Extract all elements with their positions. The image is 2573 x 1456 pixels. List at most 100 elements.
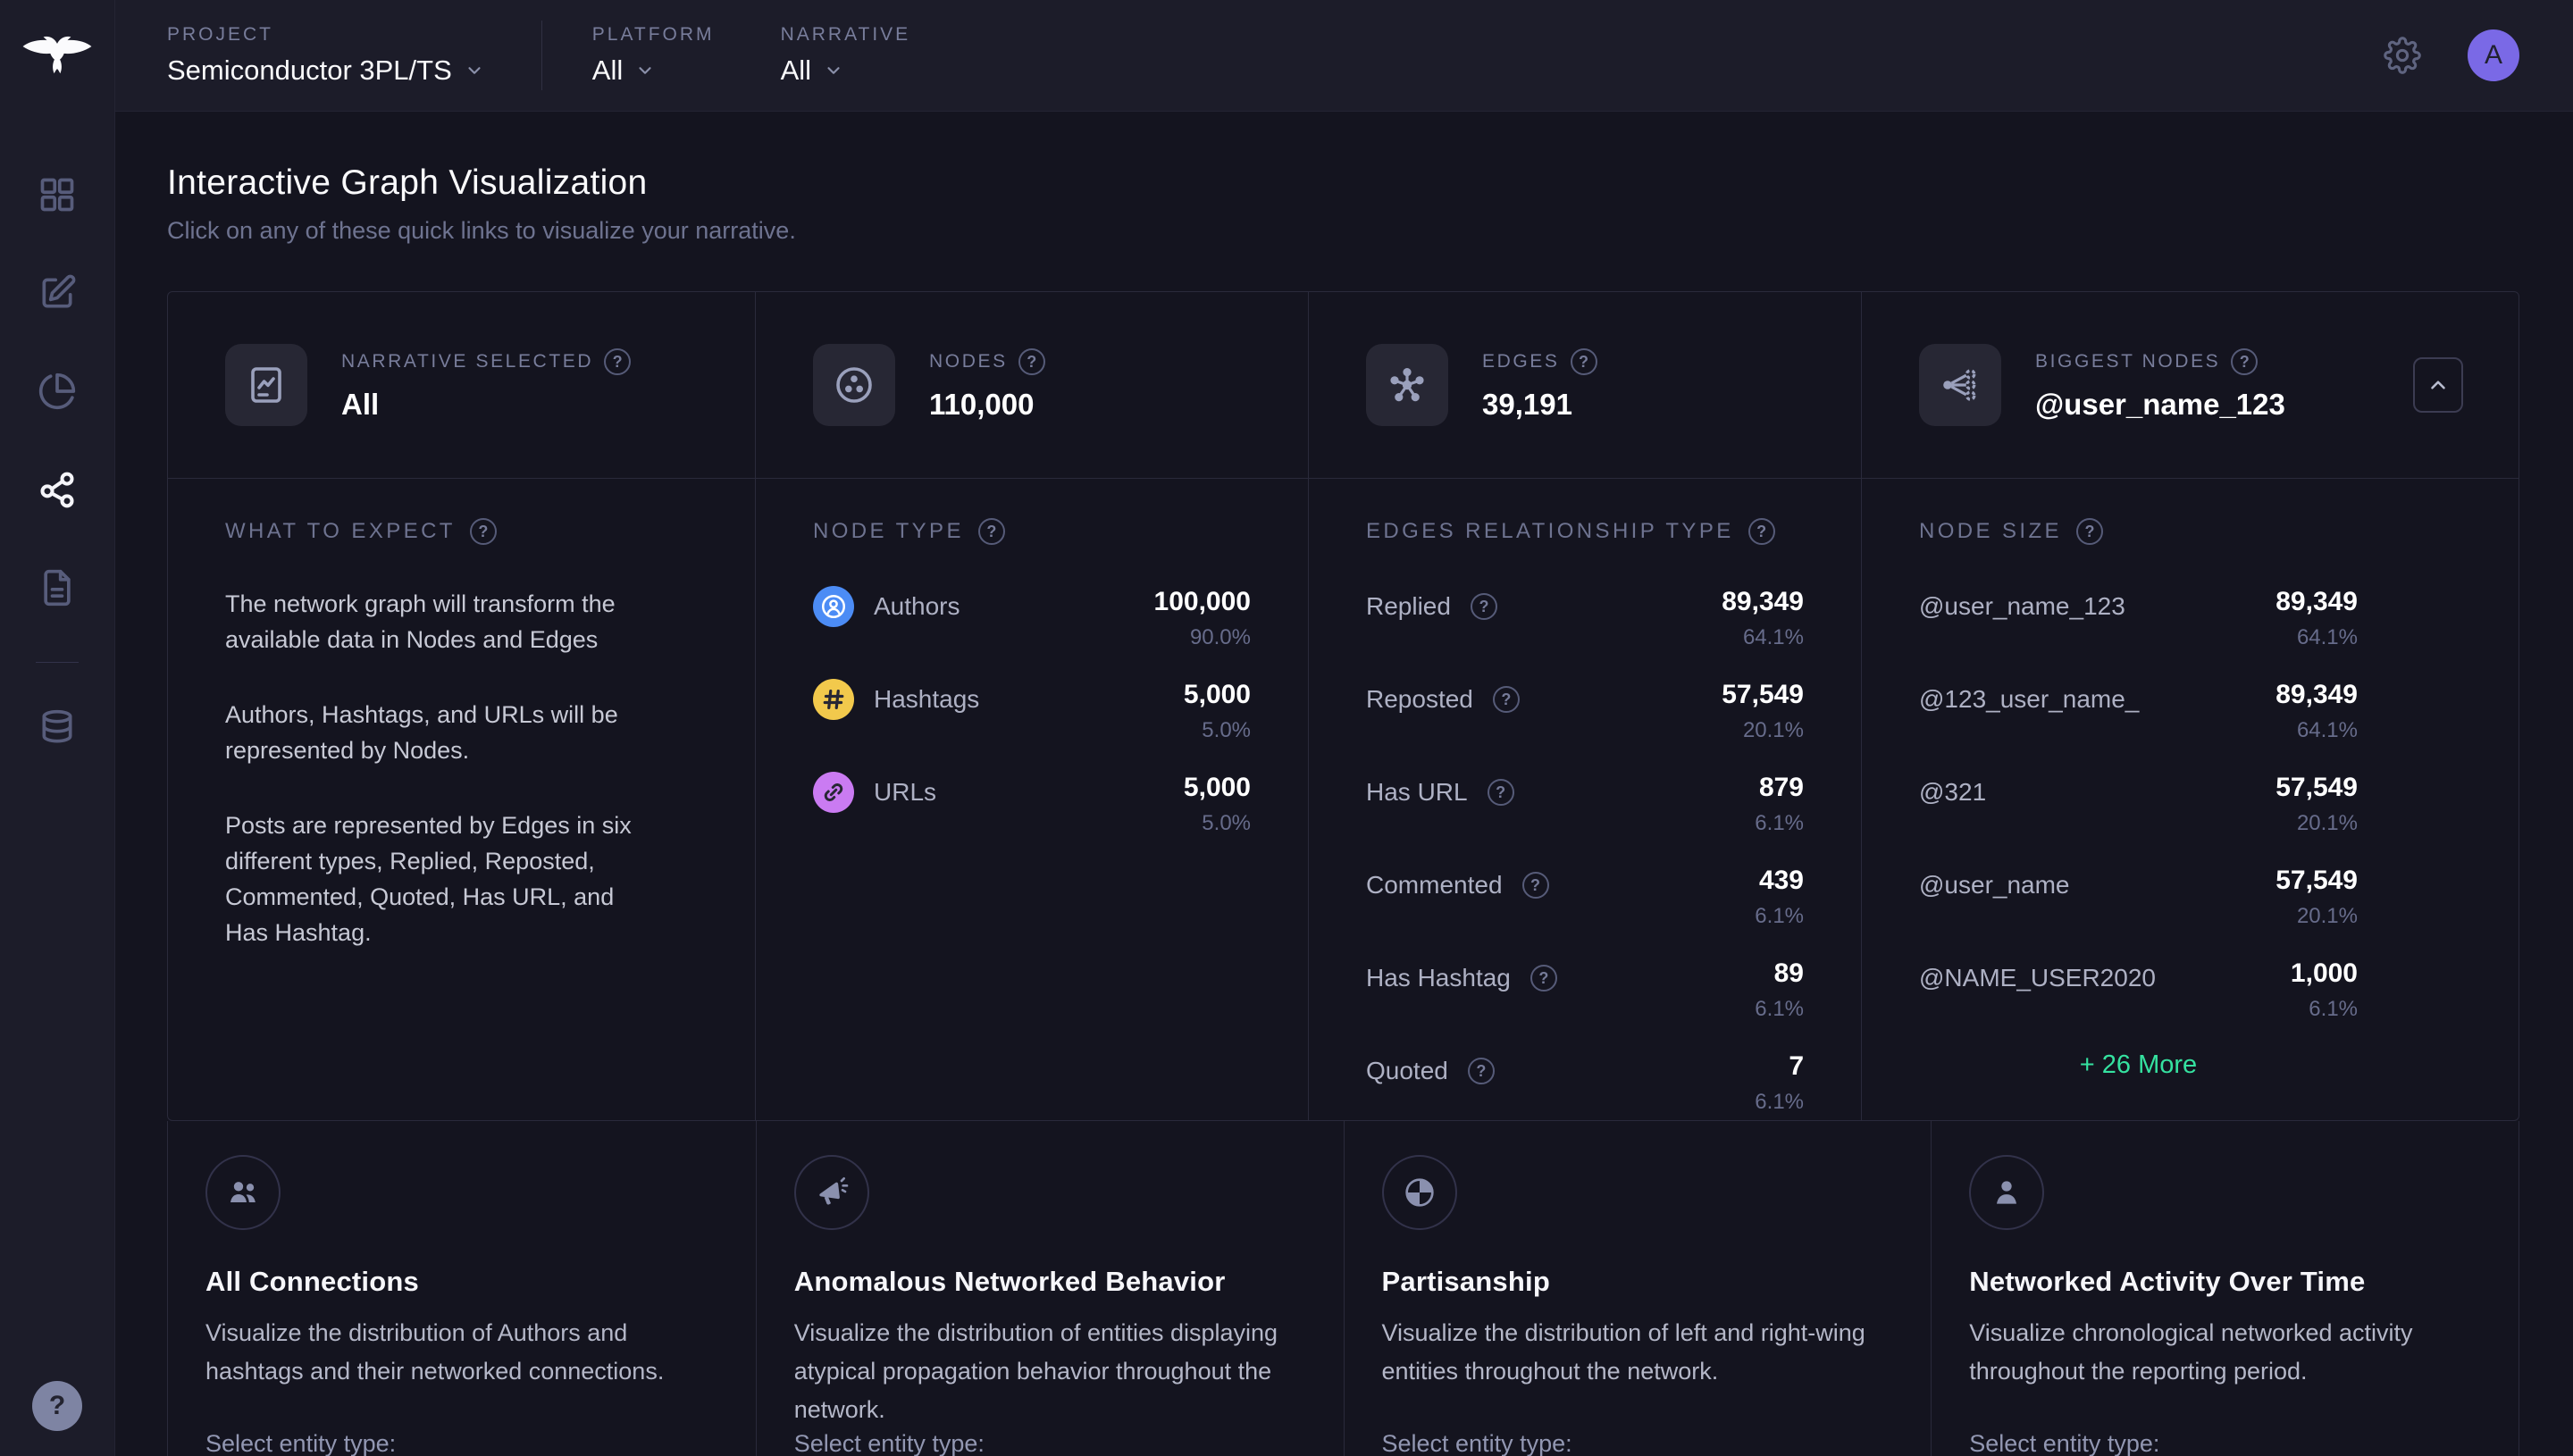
- row-percent: 6.1%: [1755, 811, 1804, 835]
- network-icon: [1943, 369, 1976, 401]
- row-label: Hashtags: [874, 685, 980, 713]
- sidebar-item-data[interactable]: [28, 699, 87, 757]
- settings-button[interactable]: [2384, 37, 2421, 74]
- topbar-divider: [541, 21, 542, 90]
- edge-type-row: Reposted ? 57,549 20.1%: [1366, 679, 1804, 743]
- help-icon[interactable]: ?: [977, 518, 1005, 545]
- sidebar-item-reports[interactable]: [28, 558, 87, 617]
- row-value: 5,000: [1183, 680, 1251, 709]
- help-icon[interactable]: ?: [604, 348, 632, 375]
- help-icon[interactable]: ?: [1470, 593, 1497, 620]
- help-icon[interactable]: ?: [1530, 965, 1557, 992]
- row-percent: 64.1%: [1742, 625, 1804, 649]
- main-content: Interactive Graph Visualization Click on…: [115, 112, 2573, 1456]
- stat-label: NODES: [929, 351, 1008, 372]
- expect-paragraph: The network graph will transform the ava…: [225, 590, 616, 653]
- row-label: @user_name: [1919, 871, 2070, 899]
- row-label: URLs: [874, 778, 937, 806]
- help-icon[interactable]: ?: [2075, 518, 2103, 545]
- row-label: @NAME_USER2020: [1919, 964, 2156, 992]
- quick-links: All Connections Visualize the distributi…: [167, 1121, 2519, 1456]
- database-icon: [42, 709, 72, 743]
- help-button[interactable]: ?: [32, 1381, 82, 1431]
- page-subtitle: Click on any of these quick links to vis…: [167, 217, 796, 244]
- section-title: NODE SIZE: [1919, 519, 2062, 543]
- link-icon: [813, 772, 854, 813]
- narrative-value: All: [780, 54, 812, 86]
- quick-link-all-connections[interactable]: All Connections Visualize the distributi…: [168, 1121, 756, 1456]
- node-type-row: Authors 100,000 90.0%: [813, 586, 1251, 650]
- stat-value: All: [341, 388, 380, 421]
- help-icon[interactable]: ?: [1467, 1058, 1495, 1084]
- app-logo[interactable]: [0, 0, 115, 112]
- row-label: Quoted: [1366, 1057, 1448, 1084]
- row-percent: 90.0%: [1189, 625, 1251, 649]
- card-title: All Connections: [205, 1266, 419, 1297]
- node-type-section: NODE TYPE ? Authors 100,000 90.0%: [755, 478, 1308, 1120]
- row-label: Commented: [1366, 871, 1503, 899]
- row-label: Has Hashtag: [1366, 964, 1511, 992]
- row-value: 100,000: [1153, 587, 1251, 616]
- stat-value: 110,000: [929, 388, 1035, 421]
- help-icon[interactable]: ?: [1492, 686, 1520, 713]
- platform-value: All: [591, 54, 624, 86]
- collapse-panel-button[interactable]: [2413, 357, 2463, 413]
- node-size-row: @NAME_USER2020 1,000 6.1%: [1919, 958, 2358, 1022]
- chevron-up-icon: [2431, 381, 2445, 389]
- select-entity-label: Select entity type:: [793, 1430, 985, 1456]
- help-icon[interactable]: ?: [1521, 872, 1549, 899]
- row-value: 7: [1789, 1051, 1804, 1081]
- help-icon[interactable]: ?: [1747, 518, 1775, 545]
- narrative-label: NARRATIVE: [780, 24, 911, 45]
- select-entity-label: Select entity type:: [1969, 1430, 2160, 1456]
- sidebar-item-analytics[interactable]: [28, 362, 87, 421]
- help-icon[interactable]: ?: [1487, 779, 1514, 806]
- node-type-row: URLs 5,000 5.0%: [813, 772, 1251, 836]
- card-description: Visualize the distribution of entities d…: [793, 1319, 1278, 1423]
- quick-link-partisanship[interactable]: Partisanship Visualize the distribution …: [1343, 1121, 1932, 1456]
- stat-iconbox: [1919, 344, 2001, 426]
- card-title: Partisanship: [1381, 1266, 1550, 1297]
- help-icon[interactable]: ?: [2231, 348, 2259, 375]
- row-percent: 6.1%: [1755, 904, 1804, 928]
- stat-label: BIGGEST NODES: [2035, 351, 2221, 372]
- report-icon: [251, 367, 281, 403]
- hashtag-icon: [813, 679, 854, 720]
- select-entity-label: Select entity type:: [1381, 1430, 1572, 1456]
- row-percent: 6.1%: [1755, 997, 1804, 1021]
- help-icon[interactable]: ?: [1570, 348, 1597, 375]
- stat-label: EDGES: [1482, 351, 1560, 372]
- help-icon[interactable]: ?: [469, 518, 497, 545]
- row-percent: 20.1%: [1742, 718, 1804, 742]
- row-value: 5,000: [1183, 773, 1251, 802]
- card-description: Visualize the distribution of Authors an…: [205, 1319, 665, 1385]
- narrative-selector[interactable]: NARRATIVE All: [781, 24, 911, 87]
- edge-type-row: Has URL ? 879 6.1%: [1366, 772, 1804, 836]
- node-size-row: @123_user_name_ 89,349 64.1%: [1919, 679, 2358, 743]
- section-title: NODE TYPE: [813, 519, 964, 543]
- quick-link-anomalous-behavior[interactable]: Anomalous Networked Behavior Visualize t…: [755, 1121, 1344, 1456]
- sidebar-item-graph[interactable]: [28, 460, 87, 519]
- row-value: 89,349: [2275, 680, 2358, 709]
- avatar[interactable]: A: [2468, 29, 2519, 81]
- quick-link-activity-over-time[interactable]: Networked Activity Over Time Visualize c…: [1931, 1121, 2519, 1456]
- row-percent: 20.1%: [2296, 904, 2358, 928]
- nodes-icon: [836, 367, 872, 403]
- overview-panel: NARRATIVE SELECTED ? All NODES ?: [167, 291, 2519, 1121]
- project-selector[interactable]: PROJECT Semiconductor 3PL/TS: [167, 24, 484, 87]
- stat-iconbox: [1366, 344, 1448, 426]
- row-value: 57,549: [2275, 773, 2358, 802]
- avatar-initial: A: [2484, 40, 2502, 70]
- section-title: EDGES RELATIONSHIP TYPE: [1366, 519, 1734, 543]
- help-icon[interactable]: ?: [1018, 348, 1045, 375]
- chevron-down-icon: [827, 67, 840, 74]
- pie-chart-icon: [38, 372, 76, 410]
- platform-selector[interactable]: PLATFORM All: [592, 24, 715, 87]
- sidebar-item-dashboard[interactable]: [28, 165, 87, 224]
- sidebar-item-compose[interactable]: [28, 264, 87, 322]
- stat-card-biggest-nodes: BIGGEST NODES ? @user_name_123: [1861, 292, 2519, 478]
- row-value: 879: [1758, 773, 1804, 802]
- question-icon: ?: [48, 1391, 66, 1420]
- icon-ring: [1969, 1155, 2045, 1230]
- show-more-link[interactable]: + 26 More: [1919, 1050, 2358, 1080]
